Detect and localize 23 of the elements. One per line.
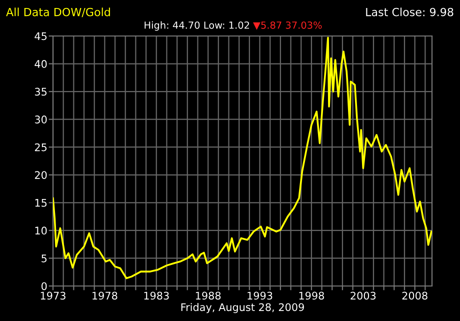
- x-tick-label: 1983: [144, 292, 169, 300]
- y-tick-label: 30: [34, 116, 47, 124]
- x-tick-label: 2008: [402, 292, 428, 300]
- text: Last Close: 9.98: [366, 8, 454, 16]
- y-tick-label: 35: [34, 88, 47, 96]
- chart-title: All Data DOW/Gold: [6, 8, 110, 18]
- x-axis-title: Friday, August 28, 2009: [181, 303, 304, 314]
- x-tick-label: 1973: [40, 292, 66, 300]
- y-tick-label: 0: [42, 282, 47, 290]
- text: ▼5.87 37.03%: [253, 21, 322, 30]
- x-tick-label: 1978: [92, 292, 118, 300]
- y-tick-label: 20: [34, 171, 47, 179]
- chart-subtitle: High: 44.70 Low: 1.02: [144, 21, 250, 31]
- y-tick-label: 15: [35, 199, 47, 207]
- y-tick-label: 45: [34, 32, 47, 40]
- x-tick-label: 1998: [299, 292, 324, 300]
- y-tick-label: 40: [34, 60, 47, 68]
- y-tick-label: 5: [42, 254, 47, 262]
- y-tick-label: 25: [34, 143, 47, 152]
- x-tick-label: 2003: [350, 292, 376, 300]
- x-tick-label: 1993: [248, 292, 272, 300]
- y-tick-label: 10: [35, 226, 47, 235]
- x-tick-label: 1988: [196, 292, 221, 300]
